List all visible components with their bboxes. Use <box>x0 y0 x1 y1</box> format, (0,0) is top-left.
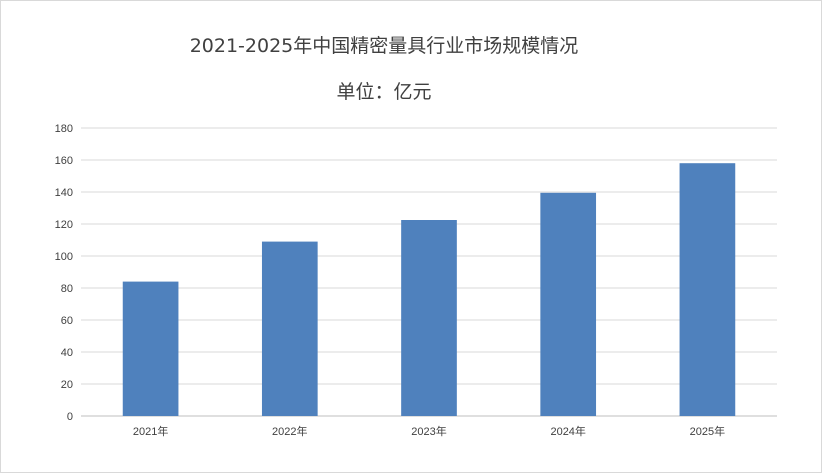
y-tick-label: 140 <box>55 187 73 199</box>
bar <box>679 163 736 416</box>
bar <box>122 281 179 416</box>
chart-title: 2021-2025年中国精密量具行业市场规模情况 <box>189 35 579 57</box>
y-tick-label: 40 <box>61 347 73 359</box>
y-tick-label: 60 <box>61 315 73 327</box>
y-tick-label: 160 <box>55 155 73 167</box>
bar <box>401 220 457 416</box>
y-tick-label: 80 <box>61 283 73 295</box>
bar <box>540 192 597 416</box>
x-tick-label: 2025年 <box>690 424 725 438</box>
x-tick-label: 2024年 <box>550 424 585 438</box>
y-tick-label: 0 <box>67 411 73 423</box>
bar <box>261 241 318 416</box>
x-tick-label: 2021年 <box>133 424 168 438</box>
x-tick-label: 2023年 <box>411 424 446 438</box>
y-tick-label: 120 <box>55 219 73 231</box>
y-tick-label: 20 <box>61 379 73 391</box>
chart-subtitle: 单位：亿元 <box>336 81 432 103</box>
y-tick-label: 180 <box>55 123 73 135</box>
y-tick-label: 100 <box>55 251 73 263</box>
x-tick-label: 2022年 <box>272 424 307 438</box>
